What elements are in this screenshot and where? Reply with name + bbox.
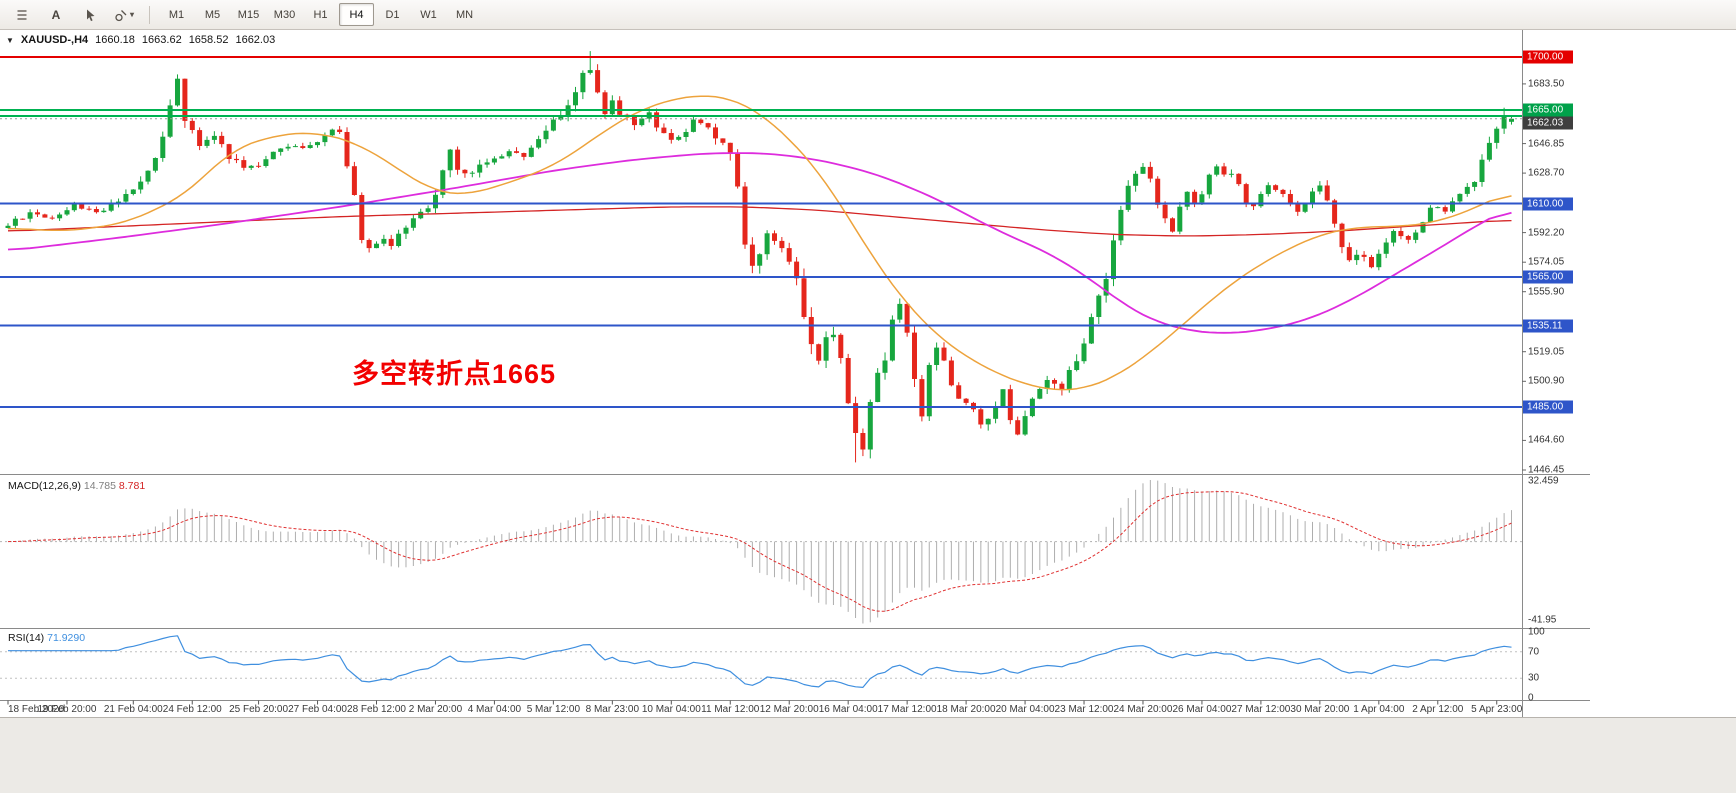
toolbar: A ▾ M1 M5 M15 M30 H1 H4 D1 W1 MN [0, 0, 1736, 30]
price-chart-svg[interactable] [0, 30, 1590, 717]
time-axis[interactable]: 18 Feb 2020 19 Feb 20:00 21 Feb 04:00 24 Fe… [0, 701, 1590, 717]
macd-scale-label: -41.95 [1528, 614, 1557, 626]
timeframe-button-d1[interactable]: D1 [385, 8, 400, 21]
macd-label: MACD(12,26,9) 14.785 8.781 [8, 480, 145, 492]
cursor-icon [87, 9, 95, 21]
price-tick-label: 1446.45 [1528, 464, 1565, 476]
chart-annotation[interactable]: 多空转折点1665 [352, 359, 557, 389]
time-axis-label: 11 Mar 12:00 [701, 704, 760, 715]
time-axis-label: 17 Mar 12:00 [877, 704, 937, 715]
quote-close: 1662.03 [235, 34, 276, 46]
macd-scale-label: 32.459 [1528, 475, 1559, 487]
chart-window[interactable]: ▼ XAUUSD-,H4 1660.18 1663.62 1658.52 166… [0, 30, 1590, 717]
timeframe-button-group: M1 M5 M15 M30 H1 H4 D1 W1 MN [159, 3, 482, 26]
price-tick-label: 1519.05 [1528, 346, 1565, 358]
time-axis-label: 2 Mar 20:00 [408, 704, 463, 715]
time-axis-label: 24 Feb 12:00 [162, 704, 222, 715]
price-badge-1485.00: 1485.00 [1523, 400, 1573, 414]
cursor-tool-button[interactable] [74, 3, 106, 27]
rsi-label: RSI(14) 71.9290 [8, 632, 85, 644]
time-axis-label: 25 Feb 20:00 [229, 704, 289, 715]
price-badge-1610.00: 1610.00 [1523, 197, 1573, 211]
chart-list-icon [17, 9, 27, 20]
macd-main-value: 14.785 [83, 480, 116, 492]
price-badge-1535.11: 1535.11 [1523, 319, 1573, 333]
time-axis-label: 2 Apr 12:00 [1412, 704, 1464, 715]
macd-histogram [14, 480, 1512, 624]
time-axis-label: 8 Mar 23:00 [585, 704, 640, 715]
quote-symbol: XAUUSD-,H4 [20, 34, 89, 46]
shapes-icon [115, 9, 127, 21]
timeframe-button-m30[interactable]: M30 [273, 8, 296, 21]
price-badge-1665.00: 1665.00 [1523, 103, 1573, 117]
quote-open: 1660.18 [95, 34, 135, 46]
text-tool-button[interactable]: A [51, 7, 61, 22]
price-tick-label: 1500.90 [1528, 375, 1565, 387]
rsi-line [8, 635, 1512, 689]
rsi-scale-label: 0 [1528, 692, 1534, 704]
price-scale[interactable]: 1683.50 1646.85 1628.70 1592.20 1574.05 1555.… [1522, 30, 1590, 717]
time-axis-label: 27 Feb 04:00 [288, 704, 347, 715]
time-axis-label: 18 Feb 2020 [8, 704, 65, 715]
timeframe-button-m5[interactable]: M5 [204, 8, 221, 21]
timeframe-button-h1[interactable]: H1 [313, 8, 328, 21]
time-axis-label: 1 Apr 04:00 [1353, 704, 1405, 715]
time-axis-label: 4 Mar 04:00 [467, 704, 522, 715]
time-axis-label: 28 Feb 12:00 [347, 704, 406, 715]
price-tick-label: 1574.05 [1528, 256, 1565, 268]
timeframe-button-m15[interactable]: M15 [237, 8, 260, 21]
macd-signal-value: 8.781 [118, 480, 146, 492]
time-axis-label: 16 Mar 04:00 [818, 704, 878, 715]
window-background-strip [0, 717, 1736, 793]
timeframe-button-h4[interactable]: H4 [339, 3, 374, 26]
time-axis-label: 5 Mar 12:00 [526, 704, 581, 715]
quote-expand-arrow[interactable]: ▼ [6, 35, 14, 45]
chart-list-tool-button[interactable] [6, 3, 38, 27]
price-badge-1662.03: 1662.03 [1523, 116, 1573, 130]
time-axis-label: 30 Mar 20:00 [1290, 704, 1350, 715]
price-badge-1700.00: 1700.00 [1523, 50, 1573, 64]
time-axis-label: 5 Apr 23:00 [1471, 704, 1523, 715]
time-axis-label: 24 Mar 20:00 [1113, 704, 1173, 715]
ma-red-slow [7, 206, 1512, 237]
rsi-scale-label: 70 [1528, 646, 1540, 658]
time-axis-label: 26 Mar 04:00 [1172, 704, 1232, 715]
quote-low: 1658.52 [188, 34, 229, 46]
time-axis-label: 12 Mar 20:00 [759, 704, 819, 715]
time-axis-label: 19 Feb 20:00 [37, 704, 97, 715]
time-axis-label: 10 Mar 04:00 [641, 704, 701, 715]
price-tick-label: 1464.60 [1528, 434, 1565, 446]
draw-tools-button[interactable]: ▾ [108, 3, 140, 27]
time-axis-label: 27 Mar 12:00 [1231, 704, 1291, 715]
price-badge-1565.00: 1565.00 [1523, 270, 1573, 284]
time-axis-label: 23 Mar 12:00 [1054, 704, 1114, 715]
timeframe-button-m1[interactable]: M1 [168, 8, 185, 21]
timeframe-button-mn[interactable]: MN [455, 8, 474, 21]
timeframe-button-w1[interactable]: W1 [420, 8, 437, 21]
price-tick-label: 1683.50 [1528, 78, 1565, 90]
time-axis-label: 18 Mar 20:00 [936, 704, 996, 715]
rsi-scale-label: 30 [1528, 672, 1540, 684]
price-tick-label: 1628.70 [1528, 167, 1565, 179]
quote-line: ▼ XAUUSD-,H4 1660.18 1663.62 1658.52 166… [6, 34, 275, 46]
rsi-scale-label: 100 [1528, 626, 1545, 638]
quote-high: 1663.62 [141, 34, 182, 46]
candlesticks [5, 51, 1514, 463]
price-tick-label: 1555.90 [1528, 286, 1565, 298]
ma-magenta-medium [7, 152, 1512, 334]
ma-orange-fast [7, 95, 1512, 391]
macd-signal-line [7, 491, 1512, 612]
time-axis-label: 20 Mar 04:00 [995, 704, 1055, 715]
dropdown-caret-icon: ▾ [129, 10, 134, 19]
time-axis-label: 21 Feb 04:00 [103, 704, 163, 715]
rsi-value: 71.9290 [47, 632, 86, 644]
rsi-name: RSI(14) [8, 632, 45, 644]
price-tick-label: 1592.20 [1528, 227, 1565, 239]
macd-name: MACD(12,26,9) [8, 480, 81, 492]
price-tick-label: 1646.85 [1528, 138, 1565, 150]
toolbar-separator [149, 5, 150, 24]
